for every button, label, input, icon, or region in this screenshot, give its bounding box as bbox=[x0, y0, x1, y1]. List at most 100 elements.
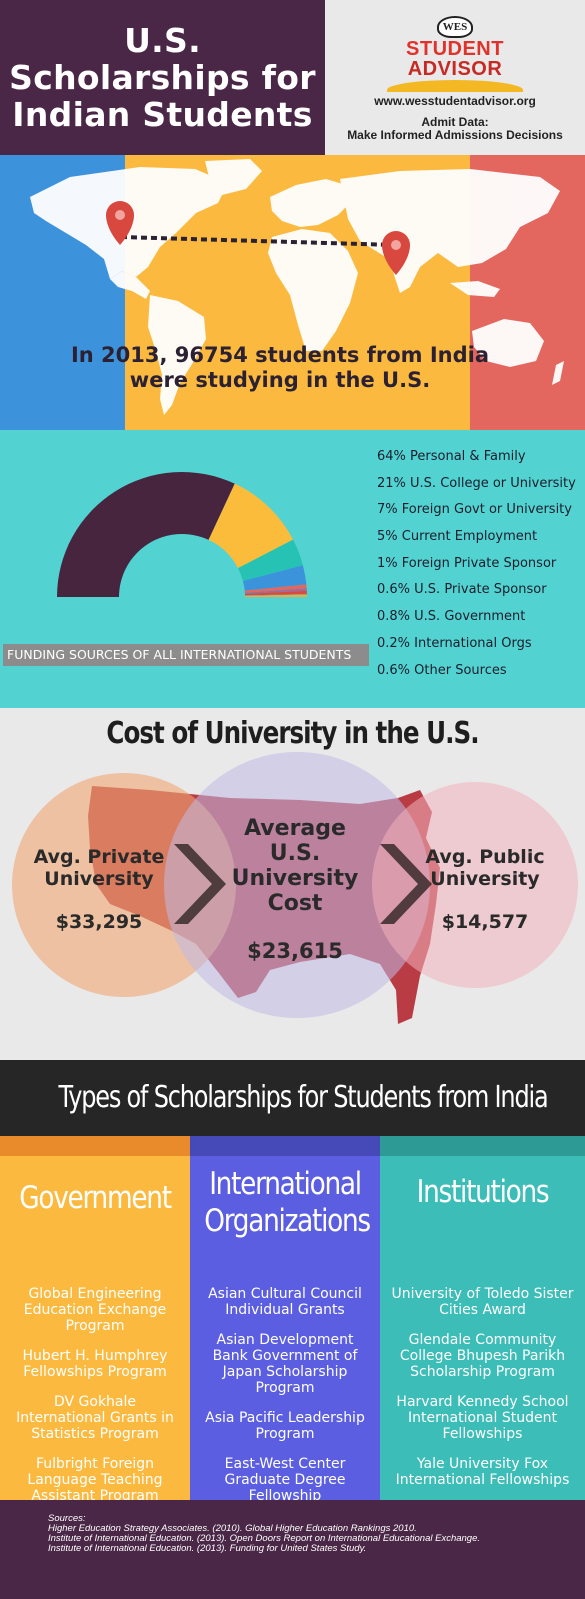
legend-item: 0.6% Other Sources bbox=[377, 662, 507, 678]
types-title-bar: Types of Scholarships for Students from … bbox=[0, 1060, 585, 1136]
australia-shape bbox=[472, 319, 544, 367]
pin-usa-icon bbox=[106, 201, 134, 245]
donut-slice-u-s-college-or-university bbox=[208, 483, 294, 569]
world-map-section: In 2013, 96754 students from India were … bbox=[0, 155, 585, 430]
scholarship-item[interactable]: Fulbright Foreign Language Teaching Assi… bbox=[27, 1456, 163, 1500]
greenland-shape bbox=[205, 159, 262, 195]
scholarship-item[interactable]: Asia Pacific Leadership Program bbox=[205, 1410, 365, 1442]
scholarship-item[interactable]: Harvard Kennedy School International Stu… bbox=[396, 1394, 569, 1442]
europe-shape bbox=[270, 179, 352, 227]
stat-line-1: In 2013, 96754 students from India bbox=[70, 343, 490, 367]
footer: Sources: Higher Education Strategy Assoc… bbox=[0, 1500, 585, 1599]
funding-section: 64% Personal & Family 21% U.S. College o… bbox=[0, 430, 585, 708]
public-university-label: Avg. Public University bbox=[410, 846, 560, 890]
international-orgs-list: Asian Cultural Council Individual Grants… bbox=[190, 1286, 380, 1500]
legend-item: 21% U.S. College or University bbox=[377, 475, 576, 491]
students-stat: In 2013, 96754 students from India were … bbox=[70, 343, 490, 393]
types-title: Types of Scholarships for Students from … bbox=[58, 1080, 549, 1115]
title-line-3: Indian Students bbox=[12, 95, 313, 134]
average-label-line-1: Average bbox=[244, 816, 346, 841]
scholarship-item[interactable]: Global Engineering Education Exchange Pr… bbox=[23, 1286, 167, 1334]
wes-logo: WES STUDENT ADVISOR bbox=[325, 0, 585, 92]
site-url[interactable]: www.wesstudentadvisor.org bbox=[374, 94, 536, 108]
sources-label: Sources: bbox=[48, 1513, 86, 1524]
institutions-list: University of Toledo Sister Cities Award… bbox=[380, 1286, 585, 1488]
route-dotted-line bbox=[120, 235, 397, 247]
logo-badge: WES bbox=[437, 16, 473, 38]
column-heading-international-orgs: International Organizations bbox=[204, 1166, 371, 1256]
venn-public-circle bbox=[372, 782, 578, 988]
column-institutions: Institutions University of Toledo Sister… bbox=[380, 1136, 585, 1500]
legend-item: 64% Personal & Family bbox=[377, 449, 526, 464]
column-top-bar bbox=[380, 1136, 585, 1156]
logo-text-student: STUDENT bbox=[406, 38, 504, 60]
world-map-graphic bbox=[30, 159, 564, 415]
title-line-2: Scholarships for bbox=[9, 58, 316, 97]
chevron-right-icon bbox=[174, 844, 226, 924]
donut-slice-other-sources bbox=[244, 594, 307, 597]
title-panel: U.S. Scholarships for Indian Students bbox=[0, 0, 325, 155]
donut-slice-current-employment bbox=[242, 565, 307, 591]
chevron-right-icon bbox=[380, 844, 432, 924]
column-international-orgs: International Organizations Asian Cultur… bbox=[190, 1136, 380, 1500]
funding-legend: 64% Personal & Family 21% U.S. College o… bbox=[377, 447, 576, 687]
private-university-label: Avg. Private University bbox=[24, 846, 174, 890]
funding-half-donut-chart bbox=[57, 472, 307, 597]
scholarship-item[interactable]: Asian Development Bank Government of Jap… bbox=[212, 1332, 358, 1396]
scholarship-item[interactable]: East-West Center Graduate Degree Fellows… bbox=[224, 1456, 346, 1500]
logo-text-advisor: ADVISOR bbox=[407, 58, 503, 80]
legend-item: 0.8% U.S. Government bbox=[377, 609, 526, 625]
asia-shape bbox=[340, 169, 560, 277]
south-america-shape bbox=[148, 295, 206, 415]
average-label-line-3: University bbox=[231, 866, 359, 891]
source-citation: Higher Education Strategy Associates. (2… bbox=[48, 1523, 417, 1534]
column-top-bar bbox=[0, 1136, 190, 1156]
scholarship-item[interactable]: Yale University Fox International Fellow… bbox=[395, 1456, 570, 1488]
column-heading-institutions: Institutions bbox=[395, 1174, 569, 1264]
average-label-line-2: U.S. bbox=[269, 841, 321, 866]
cost-section: Cost of University in the U.S. Avg. Priv… bbox=[0, 708, 585, 1060]
source-citation: Institute of International Education. (2… bbox=[48, 1533, 480, 1544]
legend-item: 0.2% International Orgs bbox=[377, 635, 532, 651]
donut-slice-foreign-private-sponsor bbox=[244, 584, 307, 593]
new-zealand-shape bbox=[552, 361, 564, 385]
scholarship-item[interactable]: University of Toledo Sister Cities Award bbox=[391, 1286, 574, 1318]
scholarship-item[interactable]: Glendale Community College Bhupesh Parik… bbox=[399, 1332, 566, 1380]
public-label-line-1: Avg. Public bbox=[425, 846, 545, 868]
funding-caption: FUNDING SOURCES OF ALL INTERNATIONAL STU… bbox=[3, 644, 369, 666]
cost-title: Cost of University in the U.S. bbox=[106, 716, 479, 751]
average-cost-value: $23,615 bbox=[247, 939, 343, 963]
government-list: Global Engineering Education Exchange Pr… bbox=[0, 1286, 190, 1500]
public-university-value: $14,577 bbox=[441, 911, 529, 933]
legend-item: 7% Foreign Govt or University bbox=[377, 502, 572, 518]
average-label-line-4: Cost bbox=[267, 891, 323, 916]
southeast-asia-shape bbox=[450, 281, 500, 297]
cost-venn-graphic bbox=[12, 752, 578, 1024]
scholarship-columns: Government Global Engineering Education … bbox=[0, 1136, 585, 1500]
column-government: Government Global Engineering Education … bbox=[0, 1136, 190, 1500]
legend-item: 5% Current Employment bbox=[377, 529, 538, 545]
heading-line: Organizations bbox=[204, 1203, 371, 1239]
scholarship-item[interactable]: Asian Cultural Council Individual Grants bbox=[208, 1286, 362, 1318]
scholarship-item[interactable]: DV Gokhale International Grants in Stati… bbox=[16, 1394, 174, 1442]
heading-line: International bbox=[209, 1166, 362, 1202]
scholarship-item[interactable]: Hubert H. Humphrey Fellowships Program bbox=[22, 1348, 168, 1380]
donut-slice-foreign-govt-or-university bbox=[237, 539, 303, 581]
average-cost-label: Average U.S. University Cost bbox=[220, 816, 370, 916]
pin-india-icon bbox=[382, 231, 410, 275]
private-label-line-2: University bbox=[44, 868, 154, 890]
sources: Sources: Higher Education Strategy Assoc… bbox=[48, 1514, 480, 1554]
private-label-line-1: Avg. Private bbox=[33, 846, 165, 868]
admit-data-tagline: Make Informed Admissions Decisions bbox=[347, 128, 563, 142]
donut-slice-u-s-private-sponsor bbox=[244, 588, 307, 594]
legend-item: 1% Foreign Private Sponsor bbox=[377, 555, 557, 571]
header: U.S. Scholarships for Indian Students WE… bbox=[0, 0, 585, 155]
legend-item: 0.6% U.S. Private Sponsor bbox=[377, 582, 547, 598]
public-label-line-2: University bbox=[430, 868, 540, 890]
column-top-bar bbox=[190, 1136, 380, 1156]
africa-shape bbox=[268, 229, 358, 351]
admit-data-label: Admit Data: bbox=[421, 115, 489, 129]
donut-slice-international-orgs bbox=[244, 593, 307, 596]
private-university-value: $33,295 bbox=[55, 911, 143, 933]
brand-panel: WES STUDENT ADVISOR www.wesstudentadviso… bbox=[325, 0, 585, 155]
